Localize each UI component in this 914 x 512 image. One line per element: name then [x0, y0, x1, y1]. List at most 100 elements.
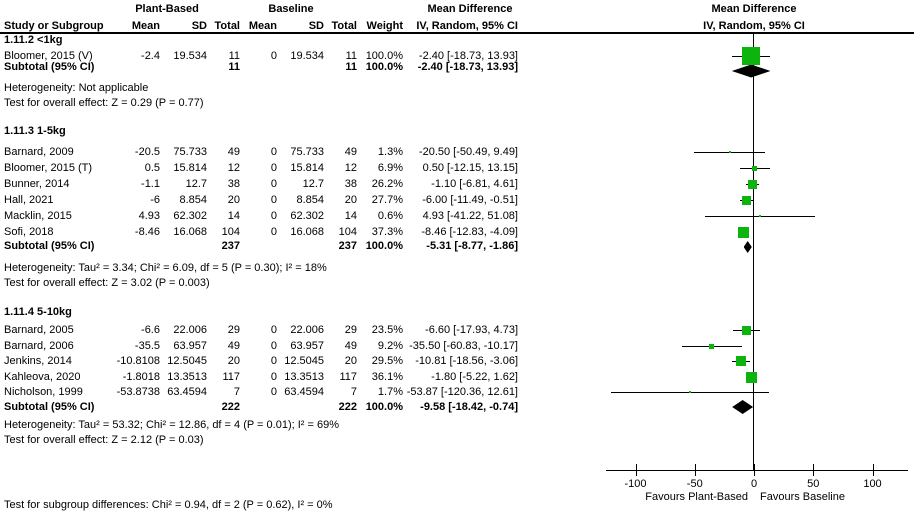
plant-based-group-header: Plant-Based: [135, 3, 199, 15]
mean-difference-column-header: Mean Difference: [427, 3, 513, 15]
pb-total-cell: 11: [228, 50, 240, 62]
bl-sd-cell: 15.814: [290, 162, 324, 174]
study-label: Barnard, 2006: [4, 340, 74, 352]
bl-total-cell: 7: [350, 386, 357, 398]
bl-mean-cell: 0: [270, 50, 277, 62]
bl-sd-cell: 12.5045: [284, 355, 324, 367]
zero-line: [753, 34, 754, 470]
weight-cell: 36.1%: [371, 371, 403, 383]
effect-square: [709, 343, 715, 349]
study-label: Kahleova, 2020: [4, 371, 81, 383]
pb-total-header: Total: [214, 20, 240, 32]
bl-mean-cell: 0: [270, 210, 277, 222]
ci-text-cell: -8.46 [-12.83, -4.09]: [421, 226, 518, 238]
axis-tick: [694, 464, 696, 476]
pb-mean-cell: -6.6: [141, 324, 160, 336]
effect-square: [746, 371, 758, 383]
plot-title: Mean Difference: [711, 3, 797, 15]
bl-sd-cell: 63.957: [290, 340, 324, 352]
subtotal-weight: 100.0%: [365, 61, 403, 73]
subtotal-label: Subtotal (95% CI): [4, 61, 95, 73]
effect-square: [689, 391, 692, 393]
subtotal-diamond: [732, 400, 754, 414]
effect-square: [742, 195, 752, 205]
pb-sd-cell: 63.957: [173, 340, 207, 352]
bl-sd-cell: 62.302: [290, 210, 324, 222]
subtotal-ci-text: -5.31 [-8.77, -1.86]: [426, 240, 518, 252]
pb-mean-cell: -10.8108: [116, 355, 160, 367]
bl-total-cell: 49: [344, 146, 357, 158]
study-label: Bloomer, 2015 (V): [4, 50, 93, 62]
axis-line: [606, 470, 908, 471]
subtotal-bl-total: 11: [345, 61, 357, 73]
bl-sd-cell: 22.006: [290, 324, 324, 336]
axis-tick-label: 0: [750, 478, 758, 490]
axis-tick: [813, 464, 815, 476]
pb-sd-cell: 16.068: [173, 226, 207, 238]
bl-total-cell: 29: [344, 324, 357, 336]
weight-cell: 27.7%: [371, 194, 403, 206]
subgroup-title: 1.11.2 <1kg: [4, 34, 63, 46]
weight-cell: 29.5%: [371, 355, 403, 367]
study-label: Bunner, 2014: [4, 178, 70, 190]
weight-cell: 1.3%: [377, 146, 403, 158]
pb-sd-cell: 8.854: [179, 194, 207, 206]
bl-mean-cell: 0: [270, 386, 277, 398]
bl-total-cell: 104: [338, 226, 357, 238]
bl-total-cell: 12: [344, 162, 357, 174]
ci-text-cell: -10.81 [-18.56, -3.06]: [415, 355, 518, 367]
weight-cell: 6.9%: [377, 162, 403, 174]
heterogeneity-note: Heterogeneity: Not applicable: [4, 82, 149, 94]
pb-total-cell: 49: [227, 146, 240, 158]
bl-mean-cell: 0: [270, 194, 277, 206]
overall-effect-note: Test for overall effect: Z = 2.12 (P = 0…: [4, 434, 204, 446]
bl-total-cell: 117: [339, 371, 357, 383]
subtotal-diamond: [743, 241, 752, 253]
study-label: Bloomer, 2015 (T): [4, 162, 93, 174]
effect-square: [741, 325, 751, 335]
pb-sd-header: SD: [191, 20, 207, 32]
bl-total-cell: 49: [344, 340, 357, 352]
subtotal-ci-text: -2.40 [-18.73, 13.93]: [417, 61, 518, 73]
subgroup-title: 1.11.3 1-5kg: [4, 125, 66, 137]
bl-sd-cell: 12.7: [302, 178, 324, 190]
effect-square: [742, 47, 761, 65]
pb-sd-cell: 22.006: [173, 324, 207, 336]
subtotal-weight: 100.0%: [365, 240, 403, 252]
axis-tick-label: 100: [863, 478, 882, 490]
subtotal-ci-text: -9.58 [-18.42, -0.74]: [420, 401, 518, 413]
pb-total-cell: 49: [227, 340, 240, 352]
pb-total-cell: 20: [227, 194, 240, 206]
pb-total-cell: 12: [227, 162, 240, 174]
pb-mean-cell: -2.4: [141, 50, 160, 62]
axis-tick-label: -50: [686, 478, 703, 490]
pb-total-cell: 14: [227, 210, 240, 222]
effect-square: [736, 356, 747, 366]
heterogeneity-note: Heterogeneity: Tau² = 53.32; Chi² = 12.8…: [4, 419, 339, 431]
pb-mean-cell: -8.46: [134, 226, 160, 238]
ci-text-cell: 4.93 [-41.22, 51.08]: [422, 210, 518, 222]
bl-total-cell: 20: [344, 194, 357, 206]
bl-mean-cell: 0: [270, 324, 277, 336]
bl-total-header: Total: [331, 20, 357, 32]
bl-total-cell: 38: [344, 178, 357, 190]
bl-total-cell: 11: [345, 50, 357, 62]
effect-square: [752, 165, 758, 171]
plot-subtitle: IV, Random, 95% CI: [703, 20, 805, 32]
ci-text-cell: -35.50 [-60.83, -10.17]: [409, 340, 518, 352]
bl-mean-cell: 0: [270, 146, 277, 158]
bl-sd-cell: 19.534: [290, 50, 324, 62]
ci-column-subheader: IV, Random, 95% CI: [416, 20, 518, 32]
bl-mean-cell: 0: [270, 178, 277, 190]
axis-tick: [872, 464, 874, 476]
bl-sd-cell: 16.068: [290, 226, 324, 238]
pb-mean-cell: -1.8018: [122, 371, 160, 383]
subtotal-pb-total: 237: [221, 240, 240, 252]
ci-text-cell: 0.50 [-12.15, 13.15]: [422, 162, 518, 174]
study-label: Nicholson, 1999: [4, 386, 83, 398]
study-label: Jenkins, 2014: [4, 355, 72, 367]
heterogeneity-note: Heterogeneity: Tau² = 3.34; Chi² = 6.09,…: [4, 262, 327, 274]
pb-total-cell: 38: [227, 178, 240, 190]
weight-cell: 26.2%: [371, 178, 403, 190]
subgroup-differences-note: Test for subgroup differences: Chi² = 0.…: [4, 499, 333, 511]
